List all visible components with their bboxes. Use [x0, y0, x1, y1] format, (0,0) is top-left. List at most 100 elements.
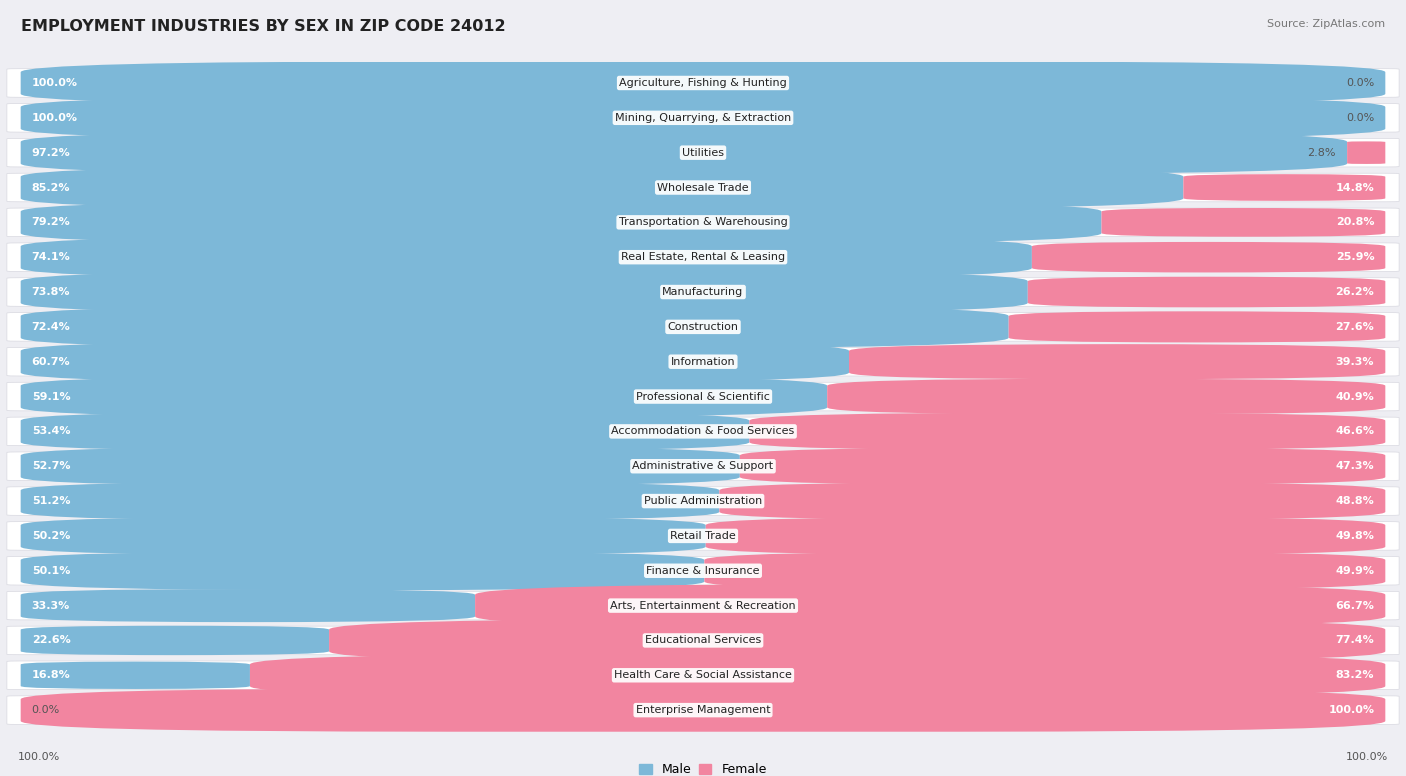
Text: Construction: Construction: [668, 322, 738, 332]
Text: 79.2%: 79.2%: [32, 217, 70, 227]
FancyBboxPatch shape: [720, 482, 1385, 520]
Text: 66.7%: 66.7%: [1336, 601, 1374, 611]
FancyBboxPatch shape: [21, 589, 475, 622]
Text: 85.2%: 85.2%: [32, 182, 70, 192]
Text: 53.4%: 53.4%: [32, 426, 70, 436]
FancyBboxPatch shape: [7, 487, 1399, 515]
FancyBboxPatch shape: [706, 517, 1385, 556]
FancyBboxPatch shape: [1032, 242, 1385, 272]
Text: 60.7%: 60.7%: [32, 357, 70, 367]
FancyBboxPatch shape: [21, 96, 1385, 140]
FancyBboxPatch shape: [1184, 174, 1385, 201]
FancyBboxPatch shape: [21, 688, 1385, 732]
FancyBboxPatch shape: [7, 661, 1399, 690]
Text: 100.0%: 100.0%: [32, 78, 77, 88]
FancyBboxPatch shape: [21, 61, 1385, 105]
Text: 22.6%: 22.6%: [32, 636, 70, 646]
FancyBboxPatch shape: [21, 551, 704, 591]
Text: 100.0%: 100.0%: [1346, 753, 1388, 762]
FancyBboxPatch shape: [7, 243, 1399, 272]
FancyBboxPatch shape: [7, 696, 1399, 725]
Text: Public Administration: Public Administration: [644, 496, 762, 506]
Text: Agriculture, Fishing & Hunting: Agriculture, Fishing & Hunting: [619, 78, 787, 88]
FancyBboxPatch shape: [7, 278, 1399, 307]
Text: 51.2%: 51.2%: [32, 496, 70, 506]
Text: 0.0%: 0.0%: [1346, 113, 1374, 123]
FancyBboxPatch shape: [21, 411, 749, 452]
Text: 77.4%: 77.4%: [1336, 636, 1374, 646]
Text: 50.1%: 50.1%: [32, 566, 70, 576]
Text: Enterprise Management: Enterprise Management: [636, 705, 770, 715]
Text: Manufacturing: Manufacturing: [662, 287, 744, 297]
FancyBboxPatch shape: [21, 236, 1032, 279]
FancyBboxPatch shape: [21, 166, 1184, 209]
Text: 50.2%: 50.2%: [32, 531, 70, 541]
Text: 52.7%: 52.7%: [32, 461, 70, 471]
FancyBboxPatch shape: [7, 452, 1399, 480]
Text: 74.1%: 74.1%: [32, 252, 70, 262]
FancyBboxPatch shape: [7, 383, 1399, 411]
Text: 83.2%: 83.2%: [1336, 670, 1374, 681]
FancyBboxPatch shape: [7, 348, 1399, 376]
FancyBboxPatch shape: [704, 552, 1385, 591]
FancyBboxPatch shape: [21, 376, 827, 417]
FancyBboxPatch shape: [7, 417, 1399, 445]
FancyBboxPatch shape: [21, 201, 1101, 244]
Text: Health Care & Social Assistance: Health Care & Social Assistance: [614, 670, 792, 681]
Text: Wholesale Trade: Wholesale Trade: [657, 182, 749, 192]
FancyBboxPatch shape: [7, 521, 1399, 550]
FancyBboxPatch shape: [21, 517, 706, 556]
FancyBboxPatch shape: [21, 625, 329, 655]
Text: Transportation & Warehousing: Transportation & Warehousing: [619, 217, 787, 227]
Text: Real Estate, Rental & Leasing: Real Estate, Rental & Leasing: [621, 252, 785, 262]
Text: 100.0%: 100.0%: [18, 753, 60, 762]
Text: 72.4%: 72.4%: [32, 322, 70, 332]
Text: Educational Services: Educational Services: [645, 636, 761, 646]
FancyBboxPatch shape: [7, 208, 1399, 237]
FancyBboxPatch shape: [21, 341, 849, 383]
Text: 2.8%: 2.8%: [1308, 147, 1336, 158]
FancyBboxPatch shape: [7, 103, 1399, 132]
Text: 59.1%: 59.1%: [32, 392, 70, 401]
FancyBboxPatch shape: [849, 344, 1385, 379]
Text: 73.8%: 73.8%: [32, 287, 70, 297]
Text: 48.8%: 48.8%: [1336, 496, 1374, 506]
FancyBboxPatch shape: [21, 662, 250, 689]
Text: Retail Trade: Retail Trade: [671, 531, 735, 541]
Text: 100.0%: 100.0%: [1329, 705, 1374, 715]
FancyBboxPatch shape: [250, 653, 1385, 697]
FancyBboxPatch shape: [7, 69, 1399, 97]
FancyBboxPatch shape: [7, 591, 1399, 620]
FancyBboxPatch shape: [749, 413, 1385, 450]
Text: 27.6%: 27.6%: [1336, 322, 1374, 332]
Text: Information: Information: [671, 357, 735, 367]
Text: 14.8%: 14.8%: [1336, 182, 1374, 192]
Text: Professional & Scientific: Professional & Scientific: [636, 392, 770, 401]
Text: 25.9%: 25.9%: [1336, 252, 1374, 262]
Text: 20.8%: 20.8%: [1336, 217, 1374, 227]
Text: Source: ZipAtlas.com: Source: ZipAtlas.com: [1267, 19, 1385, 29]
Text: Mining, Quarrying, & Extraction: Mining, Quarrying, & Extraction: [614, 113, 792, 123]
FancyBboxPatch shape: [7, 556, 1399, 585]
FancyBboxPatch shape: [7, 173, 1399, 202]
Text: 26.2%: 26.2%: [1336, 287, 1374, 297]
Text: 49.9%: 49.9%: [1336, 566, 1374, 576]
Text: Utilities: Utilities: [682, 147, 724, 158]
Text: 49.8%: 49.8%: [1336, 531, 1374, 541]
FancyBboxPatch shape: [1101, 208, 1385, 237]
FancyBboxPatch shape: [7, 626, 1399, 655]
Legend: Male, Female: Male, Female: [640, 764, 766, 776]
FancyBboxPatch shape: [7, 138, 1399, 167]
Text: 97.2%: 97.2%: [32, 147, 70, 158]
Text: Arts, Entertainment & Recreation: Arts, Entertainment & Recreation: [610, 601, 796, 611]
Text: EMPLOYMENT INDUSTRIES BY SEX IN ZIP CODE 24012: EMPLOYMENT INDUSTRIES BY SEX IN ZIP CODE…: [21, 19, 506, 34]
Text: Finance & Insurance: Finance & Insurance: [647, 566, 759, 576]
Text: 16.8%: 16.8%: [32, 670, 70, 681]
FancyBboxPatch shape: [329, 618, 1385, 662]
Text: 47.3%: 47.3%: [1336, 461, 1374, 471]
FancyBboxPatch shape: [21, 446, 740, 486]
Text: 100.0%: 100.0%: [32, 113, 77, 123]
FancyBboxPatch shape: [1008, 311, 1385, 342]
Text: 0.0%: 0.0%: [32, 705, 60, 715]
FancyBboxPatch shape: [475, 584, 1385, 627]
